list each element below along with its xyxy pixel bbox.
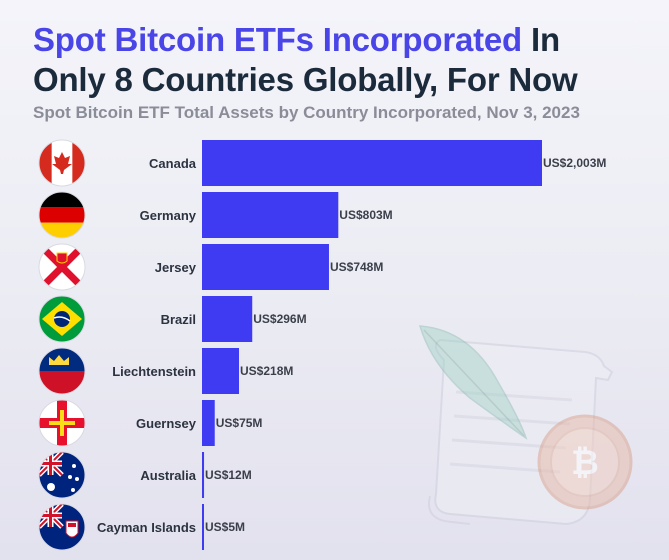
flag-border: [38, 347, 86, 395]
cayman-islands-flag-icon: [39, 504, 85, 550]
bar: [202, 296, 253, 342]
category-label: Cayman Islands: [97, 520, 196, 535]
bar: [202, 192, 339, 238]
guernsey-flag-icon: [39, 400, 85, 446]
germany-flag-icon: [39, 192, 85, 238]
bar: [202, 400, 215, 446]
value-label: US$218M: [240, 364, 293, 378]
value-label: US$2,003M: [543, 156, 606, 170]
flag-border: [38, 139, 86, 187]
flag-border: [38, 295, 86, 343]
chart-title: Spot Bitcoin ETFs Incorporated In Only 8 …: [33, 20, 663, 100]
australia-flag-icon: [39, 452, 85, 498]
category-label: Guernsey: [136, 416, 197, 431]
category-label: Jersey: [155, 260, 197, 275]
bar: [202, 348, 240, 394]
bar: [202, 504, 204, 550]
value-label: US$296M: [253, 312, 306, 326]
category-label: Germany: [140, 208, 197, 223]
jersey-flag-icon: [39, 244, 85, 290]
bar: [202, 140, 542, 186]
value-label: US$803M: [339, 208, 392, 222]
category-label: Brazil: [161, 312, 196, 327]
value-label: US$12M: [205, 468, 252, 482]
flag-border: [38, 451, 86, 499]
value-label: US$748M: [330, 260, 383, 274]
chart-subtitle: Spot Bitcoin ETF Total Assets by Country…: [33, 103, 580, 122]
flag-border: [38, 243, 86, 291]
canada-flag-icon: [39, 140, 85, 186]
quill-icon: [418, 325, 528, 440]
category-label: Canada: [149, 156, 197, 171]
value-label: US$5M: [205, 520, 245, 534]
title-highlight: Spot Bitcoin ETFs Incorporated: [33, 21, 523, 58]
value-label: US$75M: [216, 416, 263, 430]
category-label: Liechtenstein: [112, 364, 196, 379]
bitcoin-coin-icon: ₿: [537, 414, 633, 510]
bar: [202, 244, 329, 290]
svg-text:₿: ₿: [571, 444, 599, 482]
category-label: Australia: [140, 468, 196, 483]
brazil-flag-icon: [39, 296, 85, 342]
liechtenstein-flag-icon: [39, 348, 85, 394]
flag-border: [38, 399, 86, 447]
title-rest: In: [522, 21, 560, 58]
flag-border: [38, 191, 86, 239]
title-line2: Only 8 Countries Globally, For Now: [33, 61, 578, 98]
flag-border: [38, 503, 86, 551]
bar: [202, 452, 205, 498]
